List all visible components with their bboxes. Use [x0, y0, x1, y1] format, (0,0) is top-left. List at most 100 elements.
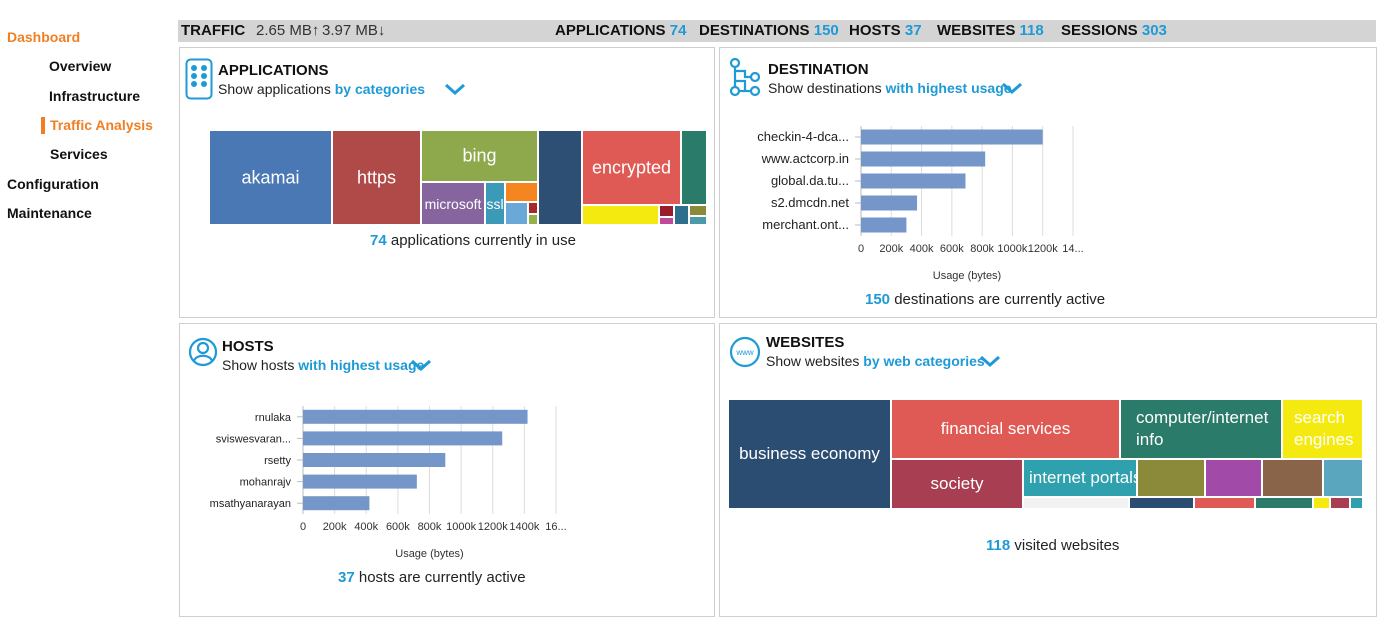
tile-app-small-7[interactable] [675, 206, 688, 224]
websites-treemap: business economy financial services comp… [729, 400, 1362, 508]
tile-web-white[interactable] [1024, 498, 1128, 508]
destination-bar-chart: 0 200k 400k 600k 800k 1000k 1200k 14... checkin-… [757, 126, 1084, 282]
tile-web-olive[interactable] [1138, 460, 1204, 496]
tile-ssl-label: ssl [486, 195, 504, 212]
destination-filter-link[interactable]: with highest usage [885, 80, 1012, 96]
tile-app-navy[interactable] [539, 131, 581, 224]
traffic-summary-bar: TRAFFIC 2.65 MB↑ 3.97 MB↓ APPLICATIONS 7… [178, 20, 1376, 42]
sidebar: Dashboard Overview Infrastructure Traffi… [0, 0, 170, 629]
nav-maintenance[interactable]: Maintenance [7, 205, 92, 221]
tile-business-economy-label: business economy [739, 444, 880, 463]
bar [303, 431, 503, 446]
destinations-stat[interactable]: DESTINATIONS 150 [699, 22, 839, 39]
y-category-label: msathyanarayan [210, 498, 291, 510]
tile-microsoft[interactable]: microsoft [422, 183, 484, 224]
sessions-stat-count: 303 [1141, 22, 1167, 39]
tile-ssl[interactable]: ssl [486, 183, 504, 224]
nav-configuration[interactable]: Configuration [7, 176, 99, 192]
tile-bing[interactable]: bing [422, 131, 537, 181]
x-tick-label: 600k [940, 243, 964, 255]
tile-app-small-5[interactable] [660, 206, 673, 216]
tile-app-small-3[interactable] [529, 203, 537, 213]
tile-web-brown[interactable] [1263, 460, 1322, 496]
traffic-download: 3.97 MB↓ [322, 22, 386, 39]
applications-footer: 74 applications currently in use [370, 232, 576, 249]
websites-footer-count: 118 [986, 537, 1011, 554]
tile-web-small-3[interactable] [1256, 498, 1312, 508]
tile-app-small-1[interactable] [506, 183, 537, 201]
tile-app-small-6[interactable] [660, 218, 673, 224]
nav-dashboard[interactable]: Dashboard [7, 29, 81, 45]
destination-footer-count: 150 [865, 291, 891, 308]
websites-globe-icon: www [729, 336, 761, 373]
tile-search-engines-label-2: engines [1294, 430, 1354, 449]
tile-financial-services[interactable]: financial services [892, 400, 1119, 458]
y-category-label: mohanrajv [240, 477, 292, 489]
tile-web-small-1[interactable] [1130, 498, 1193, 508]
hosts-user-icon [188, 337, 218, 372]
tile-web-small-5[interactable] [1331, 498, 1349, 508]
hosts-filter-link[interactable]: with highest usage [298, 357, 425, 373]
hosts-stat-label: HOSTS [849, 22, 901, 39]
tile-web-small-4[interactable] [1314, 498, 1329, 508]
applications-grid-icon [185, 58, 213, 105]
x-tick-label: 14... [1062, 243, 1083, 255]
sessions-stat-label: SESSIONS [1061, 22, 1138, 39]
destination-network-icon [728, 57, 762, 102]
bar [303, 409, 528, 424]
nav-overview[interactable]: Overview [49, 58, 112, 74]
tile-app-small-8[interactable] [690, 206, 706, 215]
tile-web-lightblue[interactable] [1324, 460, 1362, 496]
tile-app-small-2[interactable] [506, 203, 527, 224]
destination-footer: 150 destinations are currently active [865, 291, 1105, 308]
applications-chevron-down-icon[interactable] [444, 82, 466, 101]
destination-title: DESTINATION [768, 61, 869, 78]
websites-filter-link[interactable]: by web categories [863, 353, 985, 369]
tile-app-yellow[interactable] [583, 206, 658, 224]
x-tick-label: 200k [879, 243, 903, 255]
tile-encrypted[interactable]: encrypted [583, 131, 680, 204]
tile-business-economy[interactable]: business economy [729, 400, 890, 508]
tile-microsoft-label: microsoft [424, 195, 482, 212]
websites-panel: www WEBSITES Show websites by web catego… [719, 323, 1377, 617]
x-tick-label: 0 [858, 243, 864, 255]
sessions-stat[interactable]: SESSIONS 303 [1061, 22, 1167, 39]
tile-computer-internet-info[interactable]: computer/internet info [1121, 400, 1281, 458]
websites-chevron-down-icon[interactable] [979, 354, 1001, 373]
tile-web-small-2[interactable] [1195, 498, 1254, 508]
y-category-label: merchant.ont... [762, 217, 849, 232]
destination-subtitle: Show destinations with highest usage [768, 80, 1012, 96]
hosts-chevron-down-icon[interactable] [410, 358, 432, 377]
applications-stat[interactable]: APPLICATIONS 74 [555, 22, 686, 39]
applications-stat-count: 74 [669, 22, 687, 39]
tile-search-engines[interactable]: search engines [1283, 400, 1362, 458]
bar [861, 151, 986, 167]
tile-web-purple[interactable] [1206, 460, 1261, 496]
applications-filter-link[interactable]: by categories [334, 81, 426, 97]
y-category-label: s2.dmcdn.net [771, 195, 849, 210]
websites-stat[interactable]: WEBSITES 118 [937, 22, 1044, 39]
x-tick-label: 600k [386, 521, 410, 533]
nav-services[interactable]: Services [50, 146, 108, 162]
websites-footer: 118 visited websites [986, 537, 1119, 554]
websites-title: WEBSITES [766, 334, 845, 351]
x-tick-label: 400k [354, 521, 378, 533]
destination-chevron-down-icon[interactable] [1001, 81, 1023, 100]
tile-app-small-9[interactable] [690, 217, 706, 224]
x-tick-label: 1400k [509, 521, 539, 533]
nav-infrastructure[interactable]: Infrastructure [49, 88, 141, 104]
nav-traffic-analysis[interactable]: Traffic Analysis [50, 117, 153, 133]
tile-web-small-6[interactable] [1351, 498, 1362, 508]
hosts-bar-chart: 0 200k 400k 600k 800k 1000k 1200k 1400k 16... rnu… [210, 406, 567, 560]
tile-app-teal[interactable] [682, 131, 706, 204]
hosts-footer-count: 37 [338, 569, 355, 586]
tile-akamai[interactable]: akamai [210, 131, 331, 224]
hosts-stat[interactable]: HOSTS 37 [849, 22, 922, 39]
tile-https[interactable]: https [333, 131, 420, 224]
tile-society[interactable]: society [892, 460, 1022, 508]
tile-internet-portals[interactable]: internet portals [1024, 460, 1136, 496]
y-category-label: checkin-4-dca... [757, 129, 849, 144]
hosts-subtitle: Show hosts with highest usage [222, 357, 424, 373]
tile-app-small-4[interactable] [529, 215, 537, 224]
tile-https-label: https [356, 167, 397, 187]
